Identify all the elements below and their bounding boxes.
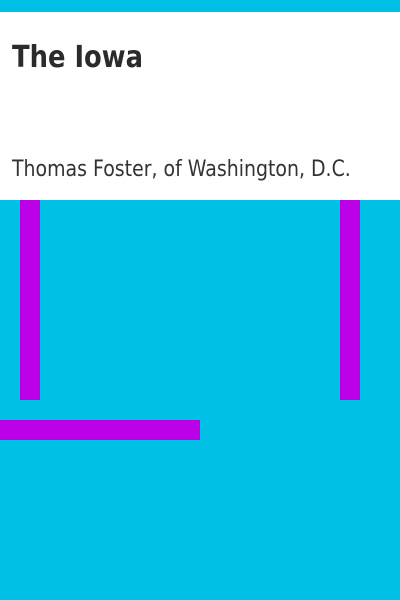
right-vertical-bar: [340, 200, 360, 400]
left-vertical-bar: [20, 200, 40, 400]
book-title: The Iowa: [12, 40, 144, 75]
bottom-horizontal-bar: [0, 420, 200, 440]
title-band: The Iowa Thomas Foster, of Washington, D…: [0, 12, 400, 200]
book-author: Thomas Foster, of Washington, D.C.: [12, 157, 351, 182]
